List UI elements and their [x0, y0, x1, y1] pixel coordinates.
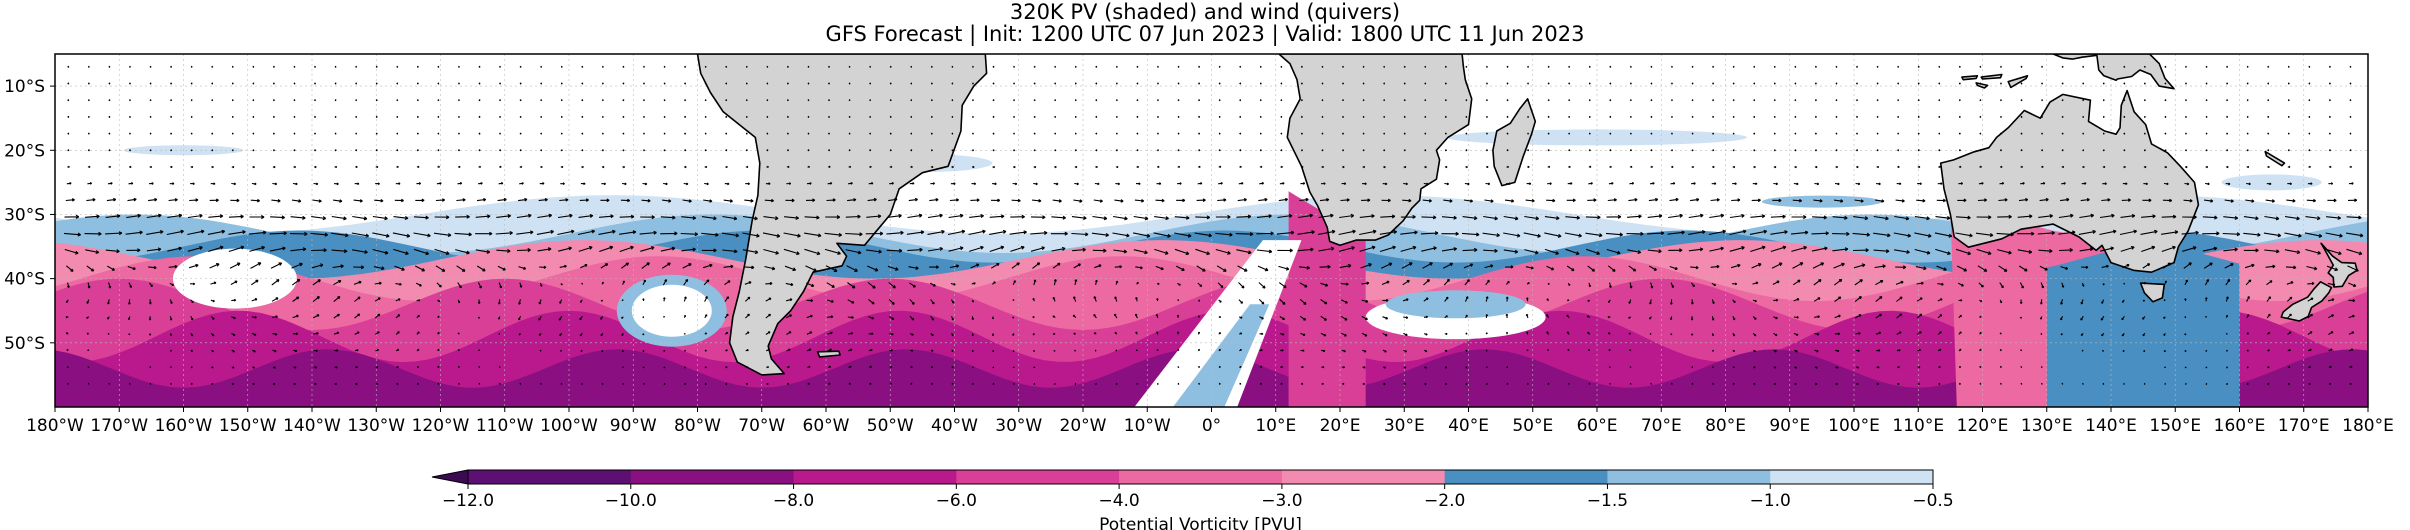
lat-tick-label: 20°S — [4, 141, 45, 161]
lon-tick-label: 20°W — [1060, 416, 1107, 436]
pv-streamer-tasman — [2046, 246, 2240, 407]
pv-wisp — [1447, 129, 1747, 146]
pv-tongue-edge — [1172, 304, 1270, 407]
lat-tick-label: 30°S — [4, 205, 45, 225]
lon-tick-label: 110°E — [1892, 416, 1944, 436]
lon-tick-label: 100°W — [540, 416, 598, 436]
landmass-south-america — [696, 54, 988, 376]
lon-tick-label: 40°W — [931, 416, 978, 436]
lon-tick-label: 20°E — [1320, 416, 1361, 436]
colorbar-tick-label: −12.0 — [442, 491, 494, 511]
longitude-labels: 180°W 170°W 160°W 150°W 140°W 130°W 120°W 110°W… — [26, 407, 2394, 436]
colorbar-segment — [1770, 470, 1934, 484]
pv-cutoff-core — [631, 284, 712, 337]
lon-tick-label: 0° — [1202, 416, 1221, 436]
lon-tick-label: 140°W — [283, 416, 341, 436]
landmass-madagascar — [1492, 98, 1537, 187]
colorbar-segment — [793, 470, 957, 484]
landmass-falkland-islands — [816, 350, 841, 358]
pv-wisp — [2221, 174, 2322, 191]
colorbar-tick-label: −10.0 — [605, 491, 657, 511]
colorbar-tick-label: −1.0 — [1750, 491, 1791, 511]
colorbar-segment — [1119, 470, 1283, 484]
lon-tick-label: 150°W — [219, 416, 277, 436]
lon-tick-label: 50°E — [1512, 416, 1553, 436]
lon-tick-label: 130°W — [347, 416, 405, 436]
pv-streamer-africa — [1288, 191, 1366, 407]
lon-tick-label: 30°W — [995, 416, 1042, 436]
landmass-flores — [1980, 73, 2003, 80]
landmass-new-zealand-south-island — [2280, 281, 2333, 322]
colorbar-tick-label: −8.0 — [773, 491, 814, 511]
colorbar-label: Potential Vorticity [PVU] — [1099, 515, 1302, 530]
colorbar-segment — [468, 470, 632, 484]
lon-tick-label: 60°E — [1577, 416, 1618, 436]
colorbar-segment — [1444, 470, 1608, 484]
lon-tick-label: 180°W — [26, 416, 84, 436]
wind-quivers — [63, 65, 2364, 386]
lon-tick-label: 160°W — [155, 416, 213, 436]
lon-tick-label: 40°E — [1448, 416, 1489, 436]
land-layer — [696, 54, 2358, 376]
landmass-new-caledonia — [2264, 150, 2286, 167]
colorbar-tick-label: −6.0 — [936, 491, 977, 511]
lon-tick-label: 170°W — [90, 416, 148, 436]
landmass-timor — [2007, 75, 2029, 89]
pv-cutoff-core — [172, 248, 297, 309]
lon-tick-label: 80°W — [674, 416, 721, 436]
landmass-sumba — [1975, 82, 1989, 89]
lon-tick-label: 80°E — [1705, 416, 1746, 436]
lon-tick-label: 170°E — [2278, 416, 2330, 436]
landmass-sumbawa — [1961, 75, 1979, 81]
lon-tick-label: 60°W — [803, 416, 850, 436]
lon-tick-label: 30°E — [1384, 416, 1425, 436]
lon-tick-label: 10°W — [1124, 416, 1171, 436]
lon-tick-label: 10°E — [1255, 416, 1296, 436]
map-subtitle: GFS Forecast | Init: 1200 UTC 07 Jun 202… — [825, 22, 1585, 46]
colorbar-extend-arrow — [431, 469, 469, 485]
lon-tick-label: 160°E — [2214, 416, 2266, 436]
landmass-tasmania — [2139, 282, 2166, 303]
landmass-new-zealand-north-island — [2320, 242, 2358, 288]
map-gridlines — [55, 54, 2368, 407]
lon-tick-label: 100°E — [1828, 416, 1880, 436]
colorbar-segment — [1281, 470, 1446, 484]
landmass-africa — [1278, 54, 1473, 247]
lat-tick-label: 10°S — [4, 77, 45, 97]
lon-tick-label: 150°E — [2149, 416, 2201, 436]
colorbar-tick-label: −1.5 — [1587, 491, 1628, 511]
colorbar-segment — [1607, 470, 1771, 484]
lon-tick-label: 180°E — [2342, 416, 2394, 436]
lon-tick-label: 120°W — [412, 416, 470, 436]
quiver-arrows — [63, 65, 2364, 386]
lon-tick-label: 130°E — [2021, 416, 2073, 436]
colorbar-segment — [630, 470, 795, 484]
colorbar-tick-label: −0.5 — [1912, 491, 1953, 511]
colorbar-segment — [956, 470, 1120, 484]
colorbar-frame — [467, 469, 1934, 485]
pv-low-pocket-edge — [1385, 290, 1526, 319]
colorbar-tick-label: −3.0 — [1261, 491, 1302, 511]
landmass-new-guinea — [2052, 54, 2175, 90]
lon-tick-label: 90°E — [1769, 416, 1810, 436]
colorbar-tick-label: −2.0 — [1424, 491, 1465, 511]
map-title: 320K PV (shaded) and wind (quivers) — [1009, 0, 1401, 24]
lon-tick-label: 120°E — [1957, 416, 2009, 436]
latitude-labels: 10°S 20°S 30°S 40°S 50°S — [4, 77, 55, 354]
landmass-australia — [1939, 89, 2200, 273]
lon-tick-label: 90°W — [610, 416, 657, 436]
lon-tick-label: 110°W — [476, 416, 534, 436]
lon-tick-label: 70°W — [738, 416, 785, 436]
colorbar: −12.0 −10.0 −8.0 −6.0 −4.0 −3.0 −2.0 −1.5 −1.0 −0… — [431, 469, 1954, 530]
lat-tick-label: 50°S — [4, 334, 45, 354]
pv-low-tongue — [1134, 240, 1302, 407]
colorbar-tick-label: −4.0 — [1098, 491, 1139, 511]
lon-tick-label: 140°E — [2085, 416, 2137, 436]
map-area — [55, 54, 2368, 407]
lon-tick-label: 50°W — [867, 416, 914, 436]
lat-tick-label: 40°S — [4, 270, 45, 290]
lon-tick-label: 70°E — [1641, 416, 1682, 436]
